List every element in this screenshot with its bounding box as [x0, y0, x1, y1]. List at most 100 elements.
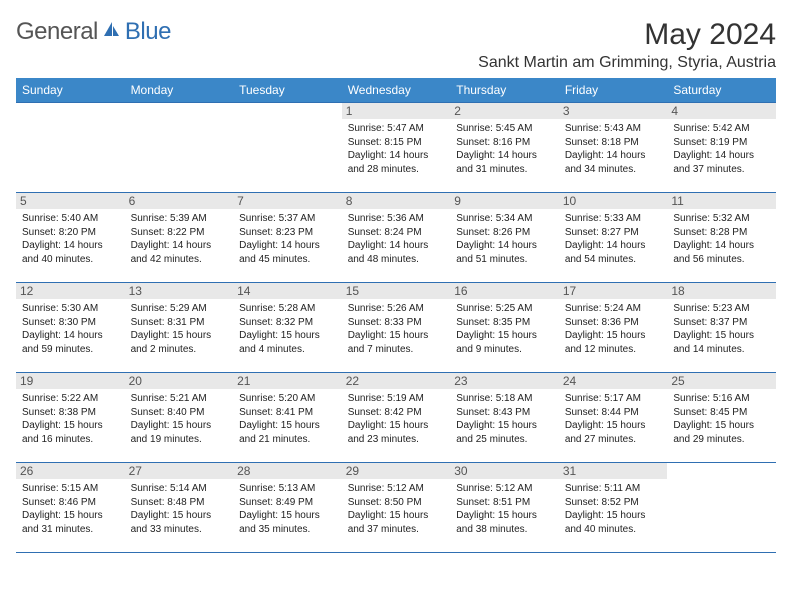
day-info: Sunrise: 5:25 AMSunset: 8:35 PMDaylight:…: [456, 302, 553, 356]
sunrise-text: Sunrise: 5:45 AM: [456, 122, 553, 136]
day-info: Sunrise: 5:40 AMSunset: 8:20 PMDaylight:…: [22, 212, 119, 266]
title-block: May 2024 Sankt Martin am Grimming, Styri…: [478, 18, 776, 72]
sunrise-text: Sunrise: 5:33 AM: [565, 212, 662, 226]
day-info: Sunrise: 5:42 AMSunset: 8:19 PMDaylight:…: [673, 122, 770, 176]
calendar-day-cell: 11Sunrise: 5:32 AMSunset: 8:28 PMDayligh…: [667, 193, 776, 283]
sunset-text: Sunset: 8:42 PM: [348, 406, 445, 420]
sunrise-text: Sunrise: 5:28 AM: [239, 302, 336, 316]
day-number: 12: [16, 283, 125, 299]
day-number: 29: [342, 463, 451, 479]
calendar-week-row: 1Sunrise: 5:47 AMSunset: 8:15 PMDaylight…: [16, 103, 776, 193]
calendar-day-cell: 31Sunrise: 5:11 AMSunset: 8:52 PMDayligh…: [559, 463, 668, 553]
sunset-text: Sunset: 8:26 PM: [456, 226, 553, 240]
sunrise-text: Sunrise: 5:34 AM: [456, 212, 553, 226]
sunrise-text: Sunrise: 5:21 AM: [131, 392, 228, 406]
day-number: 4: [667, 103, 776, 119]
day-info: Sunrise: 5:28 AMSunset: 8:32 PMDaylight:…: [239, 302, 336, 356]
weekday-header: Tuesday: [233, 78, 342, 103]
sunrise-text: Sunrise: 5:12 AM: [456, 482, 553, 496]
day-number: 13: [125, 283, 234, 299]
weekday-header: Saturday: [667, 78, 776, 103]
sunset-text: Sunset: 8:31 PM: [131, 316, 228, 330]
day-info: Sunrise: 5:14 AMSunset: 8:48 PMDaylight:…: [131, 482, 228, 536]
calendar-day-cell: 8Sunrise: 5:36 AMSunset: 8:24 PMDaylight…: [342, 193, 451, 283]
sunset-text: Sunset: 8:27 PM: [565, 226, 662, 240]
calendar-day-cell: 17Sunrise: 5:24 AMSunset: 8:36 PMDayligh…: [559, 283, 668, 373]
calendar-day-cell: 7Sunrise: 5:37 AMSunset: 8:23 PMDaylight…: [233, 193, 342, 283]
month-title: May 2024: [478, 18, 776, 52]
day-info: Sunrise: 5:34 AMSunset: 8:26 PMDaylight:…: [456, 212, 553, 266]
calendar-day-cell: 2Sunrise: 5:45 AMSunset: 8:16 PMDaylight…: [450, 103, 559, 193]
day-number: 30: [450, 463, 559, 479]
daylight-text: Daylight: 15 hours and 12 minutes.: [565, 329, 662, 356]
day-info: Sunrise: 5:19 AMSunset: 8:42 PMDaylight:…: [348, 392, 445, 446]
day-number: 8: [342, 193, 451, 209]
sunrise-text: Sunrise: 5:32 AM: [673, 212, 770, 226]
sunrise-text: Sunrise: 5:42 AM: [673, 122, 770, 136]
daylight-text: Daylight: 14 hours and 40 minutes.: [22, 239, 119, 266]
calendar-day-cell: 28Sunrise: 5:13 AMSunset: 8:49 PMDayligh…: [233, 463, 342, 553]
daylight-text: Daylight: 14 hours and 31 minutes.: [456, 149, 553, 176]
daylight-text: Daylight: 14 hours and 48 minutes.: [348, 239, 445, 266]
calendar-day-cell: 24 Sunrise: 5:17 AMSunset: 8:44 PMDayligh…: [559, 373, 668, 463]
calendar-day-cell: [233, 103, 342, 193]
sunset-text: Sunset: 8:37 PM: [673, 316, 770, 330]
day-number: 15: [342, 283, 451, 299]
calendar-day-cell: 12Sunrise: 5:30 AMSunset: 8:30 PMDayligh…: [16, 283, 125, 373]
sunrise-text: Sunrise: 5:16 AM: [673, 392, 770, 406]
sunset-text: Sunset: 8:44 PM: [565, 406, 662, 420]
calendar-day-cell: [667, 463, 776, 553]
day-number: 18: [667, 283, 776, 299]
day-number: 28: [233, 463, 342, 479]
sunrise-text: Sunrise: 5:25 AM: [456, 302, 553, 316]
sunset-text: Sunset: 8:22 PM: [131, 226, 228, 240]
calendar-week-row: 5Sunrise: 5:40 AMSunset: 8:20 PMDaylight…: [16, 193, 776, 283]
day-info: Sunrise: 5:24 AMSunset: 8:36 PMDaylight:…: [565, 302, 662, 356]
daylight-text: Daylight: 15 hours and 7 minutes.: [348, 329, 445, 356]
daylight-text: Daylight: 14 hours and 28 minutes.: [348, 149, 445, 176]
day-number: 24: [559, 373, 668, 389]
daylight-text: Daylight: 14 hours and 45 minutes.: [239, 239, 336, 266]
sunrise-text: Sunrise: 5:40 AM: [22, 212, 119, 226]
daylight-text: Daylight: 14 hours and 51 minutes.: [456, 239, 553, 266]
sunset-text: Sunset: 8:52 PM: [565, 496, 662, 510]
day-number: 19: [16, 373, 125, 389]
sunrise-text: Sunrise: 5:43 AM: [565, 122, 662, 136]
calendar-day-cell: 18Sunrise: 5:23 AMSunset: 8:37 PMDayligh…: [667, 283, 776, 373]
daylight-text: Daylight: 15 hours and 4 minutes.: [239, 329, 336, 356]
sunset-text: Sunset: 8:15 PM: [348, 136, 445, 150]
calendar-day-cell: 6Sunrise: 5:39 AMSunset: 8:22 PMDaylight…: [125, 193, 234, 283]
day-info: Sunrise: 5:17 AMSunset: 8:44 PMDaylight:…: [565, 392, 662, 446]
calendar-week-row: 12Sunrise: 5:30 AMSunset: 8:30 PMDayligh…: [16, 283, 776, 373]
sunrise-text: Sunrise: 5:17 AM: [565, 392, 662, 406]
weekday-header: Sunday: [16, 78, 125, 103]
calendar-day-cell: 1Sunrise: 5:47 AMSunset: 8:15 PMDaylight…: [342, 103, 451, 193]
sunrise-text: Sunrise: 5:18 AM: [456, 392, 553, 406]
sunrise-text: Sunrise: 5:22 AM: [22, 392, 119, 406]
sunset-text: Sunset: 8:30 PM: [22, 316, 119, 330]
day-number: 7: [233, 193, 342, 209]
calendar-day-cell: 13Sunrise: 5:29 AMSunset: 8:31 PMDayligh…: [125, 283, 234, 373]
calendar-day-cell: 10Sunrise: 5:33 AMSunset: 8:27 PMDayligh…: [559, 193, 668, 283]
day-info: Sunrise: 5:20 AMSunset: 8:41 PMDaylight:…: [239, 392, 336, 446]
day-info: Sunrise: 5:45 AMSunset: 8:16 PMDaylight:…: [456, 122, 553, 176]
day-number: 26: [16, 463, 125, 479]
sunrise-text: Sunrise: 5:29 AM: [131, 302, 228, 316]
sunrise-text: Sunrise: 5:47 AM: [348, 122, 445, 136]
sunset-text: Sunset: 8:43 PM: [456, 406, 553, 420]
weekday-header: Friday: [559, 78, 668, 103]
calendar-day-cell: 22Sunrise: 5:19 AMSunset: 8:42 PMDayligh…: [342, 373, 451, 463]
sunset-text: Sunset: 8:28 PM: [673, 226, 770, 240]
day-info: Sunrise: 5:11 AMSunset: 8:52 PMDaylight:…: [565, 482, 662, 536]
day-info: Sunrise: 5:22 AMSunset: 8:38 PMDaylight:…: [22, 392, 119, 446]
daylight-text: Daylight: 15 hours and 14 minutes.: [673, 329, 770, 356]
sunrise-text: Sunrise: 5:37 AM: [239, 212, 336, 226]
sunset-text: Sunset: 8:38 PM: [22, 406, 119, 420]
daylight-text: Daylight: 15 hours and 16 minutes.: [22, 419, 119, 446]
day-info: Sunrise: 5:32 AMSunset: 8:28 PMDaylight:…: [673, 212, 770, 266]
day-number: 16: [450, 283, 559, 299]
sunset-text: Sunset: 8:24 PM: [348, 226, 445, 240]
sunset-text: Sunset: 8:32 PM: [239, 316, 336, 330]
day-info: Sunrise: 5:18 AMSunset: 8:43 PMDaylight:…: [456, 392, 553, 446]
sunrise-text: Sunrise: 5:14 AM: [131, 482, 228, 496]
